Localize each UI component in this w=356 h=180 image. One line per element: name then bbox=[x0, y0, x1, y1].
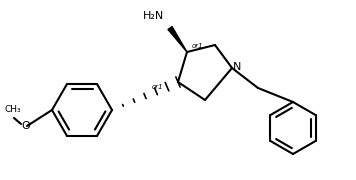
Polygon shape bbox=[168, 27, 187, 52]
Text: or1: or1 bbox=[192, 43, 204, 49]
Text: H₂N: H₂N bbox=[143, 11, 164, 21]
Text: CH₃: CH₃ bbox=[5, 105, 21, 114]
Text: N: N bbox=[233, 62, 241, 72]
Text: or1: or1 bbox=[152, 84, 164, 90]
Text: O: O bbox=[22, 121, 30, 131]
